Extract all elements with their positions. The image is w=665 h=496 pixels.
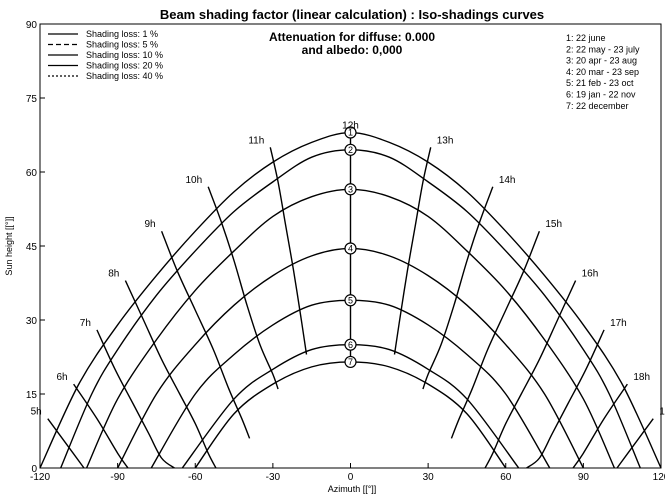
attenuation-text-line2: and albedo: 0,000 [302,43,403,57]
x-tick-label: 30 [423,472,435,483]
hour-label: 17h [610,318,627,329]
y-axis-label: Sun height [[°]] [4,216,14,275]
sun-path-7 [194,361,507,469]
y-tick-label: 0 [31,464,37,475]
hour-label: 6h [57,372,68,383]
date-marker-label: 6 [348,340,353,350]
x-tick-label: 120 [653,472,665,483]
shading-legend-label: Shading loss: 10 % [86,50,163,60]
date-legend-entry: 5: 21 feb - 23 oct [566,78,634,88]
hour-line-18h [572,383,628,469]
hour-label: 7h [80,318,91,329]
y-tick-label: 60 [26,168,38,179]
hour-line-17h [526,329,605,469]
date-marker-circle [344,338,357,351]
x-tick-label: 90 [578,472,590,483]
date-marker-label: 4 [348,244,353,254]
hour-label: 19h [659,407,665,418]
hour-line-19h [616,418,654,469]
hour-line-16h [484,280,577,469]
hour-line-7h [96,329,175,469]
date-marker-circle [344,143,357,156]
hour-label: 14h [499,175,516,186]
date-legend-entry: 3: 20 apr - 23 aug [566,56,637,66]
hour-line-10h [207,186,279,390]
date-marker-circle [344,294,357,307]
x-axis-ticks: -120 -90 -60 -30 0 30 60 90 120 [30,463,665,483]
date-marker-label: 1 [348,128,353,138]
hour-line-8h [124,280,217,469]
shading-legend-label: Shading loss: 5 % [86,40,158,50]
hour-lines [47,132,654,469]
hour-line-13h [393,147,432,355]
y-tick-label: 75 [26,94,38,105]
hour-label: 11h [248,135,264,146]
date-marker-circle [344,242,357,255]
x-tick-label: -30 [266,472,281,483]
hour-label: 10h [186,175,203,186]
date-legend-entry: 7: 22 december [566,101,629,111]
x-axis-label: Azimuth [[°]] [328,484,377,494]
date-legend-entry: 4: 20 mar - 23 sep [566,67,639,77]
x-tick-label: -90 [110,472,125,483]
x-tick-label: 0 [348,472,354,483]
hour-label: 12h [342,121,359,132]
hour-labels: 5h 6h 7h 8h 9h 10h 11h 12h 13h 14h 15h 16h 17h 18h 19h [31,121,665,418]
hour-line-9h [160,230,251,439]
y-tick-label: 90 [26,20,38,31]
hour-line-11h [269,147,308,355]
date-marker-label: 7 [348,357,353,367]
hour-label: 8h [108,269,119,280]
date-legend-entry: 1: 22 june [566,33,606,43]
x-tick-label: -120 [30,472,50,483]
date-legend-entry: 2: 22 may - 23 july [566,44,640,54]
y-tick-label: 45 [26,242,38,253]
hour-label: 13h [437,135,454,146]
hour-label: 5h [31,407,42,418]
hour-line-5h [47,418,85,469]
y-axis-ticks: 0 15 30 45 60 75 90 [26,20,45,475]
attenuation-text-line1: Attenuation for diffuse: 0.000 [269,30,435,44]
x-tick-label: -60 [188,472,203,483]
date-marker-circle [344,355,357,369]
date-marker-label: 5 [348,295,353,305]
date-legend-entry: 6: 19 jan - 22 nov [566,90,636,100]
hour-line-6h [73,383,129,469]
date-marker-circle [344,126,357,139]
shading-legend-label: Shading loss: 1 % [86,29,158,39]
hour-label: 18h [633,372,650,383]
date-marker-label: 2 [348,145,353,155]
hour-line-15h [450,230,541,439]
shading-legend-label: Shading loss: 40 % [86,71,163,81]
hour-label: 16h [582,269,599,280]
shading-legend-label: Shading loss: 20 % [86,61,163,71]
hour-line-14h [422,186,494,390]
date-marker-circle [344,183,357,196]
date-marker-label: 3 [348,184,353,194]
date-markers: 1 2 3 4 5 6 7 [344,126,357,369]
y-tick-label: 30 [26,316,38,327]
hour-label: 15h [545,219,562,230]
y-tick-label: 15 [26,390,38,401]
hour-label: 9h [144,219,155,230]
shading-loss-legend: Shading loss: 1 %Shading loss: 5 %Shadin… [48,29,163,81]
chart-title: Beam shading factor (linear calculation)… [160,7,544,22]
x-tick-label: 60 [500,472,512,483]
